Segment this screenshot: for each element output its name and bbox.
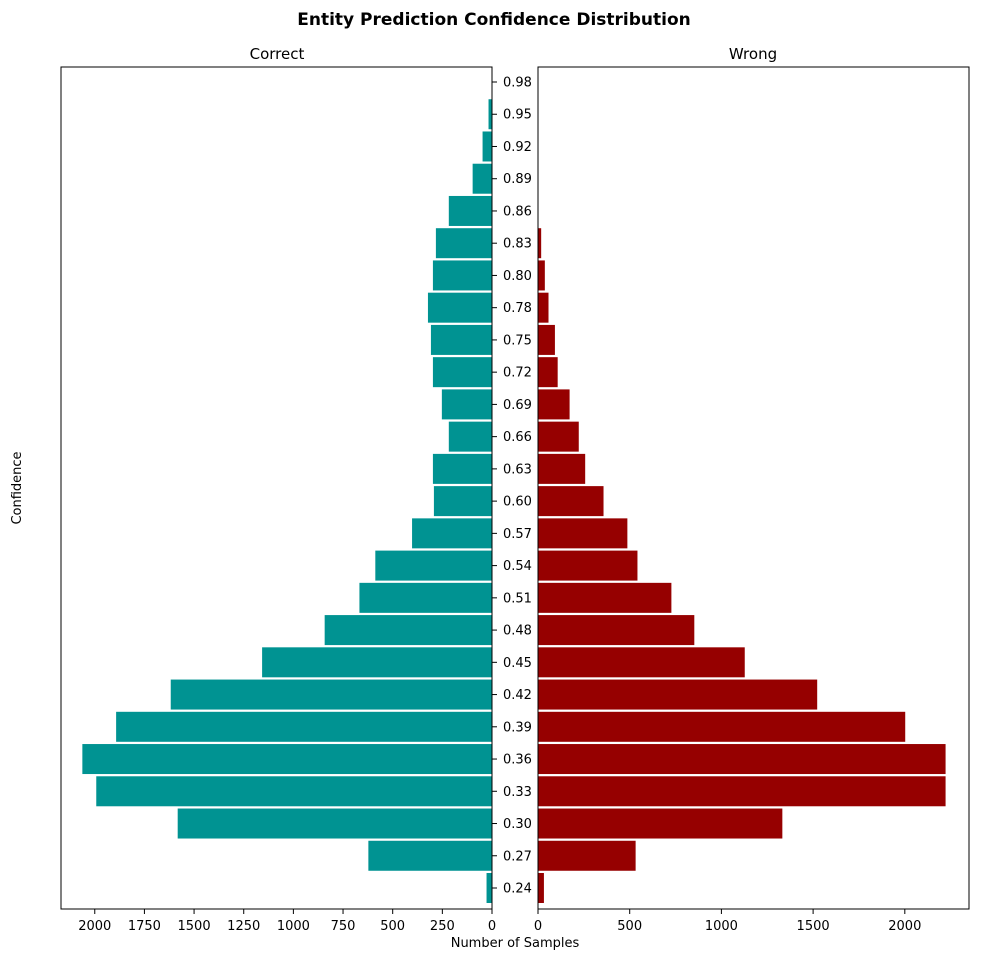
bar-wrong-0.69 <box>537 388 571 421</box>
bar-wrong-0.66 <box>537 420 580 453</box>
x-tick-label-correct: 1000 <box>277 919 310 934</box>
bar-wrong-0.42 <box>537 678 819 711</box>
x-tick-label-wrong: 1000 <box>705 919 738 934</box>
bar-wrong-0.51 <box>537 581 673 614</box>
bar-wrong-0.63 <box>537 452 587 485</box>
bar-wrong-0.72 <box>537 356 559 389</box>
y-tick-label: 0.51 <box>503 591 532 606</box>
bar-correct-0.72 <box>431 356 493 389</box>
bar-correct-0.69 <box>440 388 493 421</box>
y-tick-label: 0.42 <box>503 688 532 703</box>
bar-wrong-0.36 <box>537 743 947 776</box>
x-axis-label: Number of Samples <box>451 936 580 951</box>
bar-correct-0.86 <box>447 194 493 227</box>
axis-ticks: 0.24 0.27 0.30 0.33 0.36 0.39 0.42 0.45 0.48 0.51… <box>78 76 921 935</box>
y-tick-label: 0.80 <box>503 269 532 284</box>
bar-correct-0.45 <box>261 646 493 679</box>
y-tick-label: 0.95 <box>503 108 532 123</box>
bar-correct-0.24 <box>485 872 493 904</box>
bar-correct-0.54 <box>374 549 493 582</box>
bar-wrong-0.57 <box>537 517 629 550</box>
bar-wrong-0.30 <box>537 807 784 840</box>
bar-correct-0.30 <box>176 807 493 840</box>
y-tick-label: 0.27 <box>503 849 532 864</box>
y-tick-label: 0.36 <box>503 753 532 768</box>
bar-correct-0.89 <box>471 162 493 195</box>
y-tick-label: 0.48 <box>503 624 532 639</box>
bar-correct-0.83 <box>434 227 493 260</box>
y-tick-label: 0.63 <box>503 462 532 477</box>
y-tick-label: 0.86 <box>503 204 532 219</box>
y-tick-label: 0.45 <box>503 656 532 671</box>
y-tick-label: 0.57 <box>503 527 532 542</box>
panel-title-correct: Correct <box>250 45 305 63</box>
x-tick-label-correct: 500 <box>380 919 405 934</box>
y-tick-label: 0.89 <box>503 172 532 187</box>
bar-correct-0.39 <box>115 710 493 743</box>
x-tick-label-correct: 1500 <box>178 919 211 934</box>
bar-correct-0.92 <box>481 130 493 163</box>
x-tick-label-correct: 0 <box>488 919 496 934</box>
bar-correct-0.66 <box>447 420 493 453</box>
bar-correct-0.33 <box>95 775 493 808</box>
x-tick-label-wrong: 0 <box>534 919 542 934</box>
chart-title: Entity Prediction Confidence Distributio… <box>297 10 690 30</box>
x-tick-label-correct: 250 <box>430 919 455 934</box>
y-tick-label: 0.83 <box>503 237 532 252</box>
bar-wrong-0.27 <box>537 839 637 872</box>
bar-correct-0.48 <box>323 614 493 647</box>
bar-correct-0.36 <box>81 743 493 776</box>
bar-wrong-0.80 <box>537 259 546 292</box>
bar-wrong-0.24 <box>537 872 545 904</box>
y-tick-label: 0.98 <box>503 76 532 91</box>
bar-wrong-0.54 <box>537 549 639 582</box>
bar-wrong-0.60 <box>537 485 605 518</box>
x-tick-label-correct: 1250 <box>227 919 260 934</box>
bar-wrong-0.45 <box>537 646 746 679</box>
bar-correct-0.57 <box>411 517 493 550</box>
y-tick-label: 0.75 <box>503 333 532 348</box>
bar-correct-0.75 <box>429 323 493 356</box>
x-tick-label-correct: 750 <box>331 919 356 934</box>
bar-wrong-0.33 <box>537 775 947 808</box>
bar-correct-0.95 <box>487 98 493 131</box>
x-tick-label-wrong: 1500 <box>797 919 830 934</box>
y-tick-label: 0.30 <box>503 817 532 832</box>
correct-panel-frame <box>60 66 493 910</box>
bar-wrong-0.39 <box>537 710 907 743</box>
bar-wrong-0.78 <box>537 291 550 324</box>
bar-wrong-0.83 <box>537 227 543 260</box>
y-tick-label: 0.54 <box>503 559 532 574</box>
bar-wrong-0.48 <box>537 614 696 647</box>
y-tick-label: 0.69 <box>503 398 532 413</box>
bar-wrong-0.75 <box>537 323 556 356</box>
y-tick-label: 0.66 <box>503 430 532 445</box>
y-tick-label: 0.39 <box>503 720 532 735</box>
y-tick-label: 0.92 <box>503 140 532 155</box>
y-tick-label: 0.72 <box>503 366 532 381</box>
x-tick-label-correct: 1750 <box>128 919 161 934</box>
wrong-bars <box>537 227 947 904</box>
wrong-panel-frame <box>537 66 970 910</box>
bar-correct-0.42 <box>169 678 493 711</box>
correct-bars <box>81 98 493 904</box>
panel-title-wrong: Wrong <box>729 45 777 63</box>
bar-correct-0.27 <box>367 839 493 872</box>
bar-correct-0.60 <box>432 485 493 518</box>
bar-correct-0.80 <box>431 259 493 292</box>
y-tick-label: 0.78 <box>503 301 532 316</box>
y-tick-label: 0.60 <box>503 495 532 510</box>
bar-correct-0.63 <box>431 452 493 485</box>
y-tick-label: 0.24 <box>503 882 532 897</box>
x-tick-label-correct: 2000 <box>78 919 111 934</box>
bar-correct-0.51 <box>358 581 493 614</box>
bar-correct-0.78 <box>426 291 493 324</box>
y-axis-label: Confidence <box>10 451 25 524</box>
x-tick-label-wrong: 500 <box>617 919 642 934</box>
y-tick-label: 0.33 <box>503 785 532 800</box>
x-tick-label-wrong: 2000 <box>888 919 921 934</box>
